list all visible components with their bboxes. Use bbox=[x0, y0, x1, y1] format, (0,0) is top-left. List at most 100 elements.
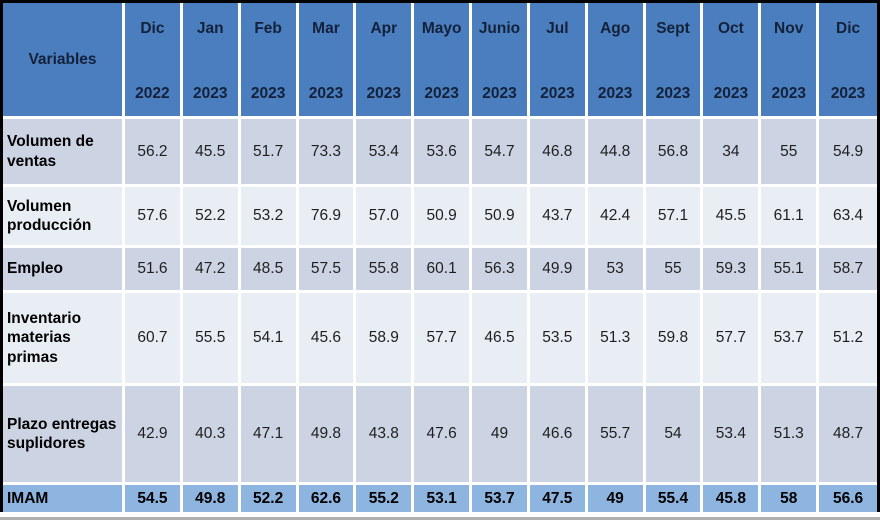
month-label: Mayo bbox=[421, 20, 462, 37]
value-cell: 40.3 bbox=[182, 386, 241, 485]
value-cell: 54.7 bbox=[472, 119, 530, 187]
value-cell: 49 bbox=[587, 485, 646, 512]
value-cell: 56.8 bbox=[645, 119, 704, 187]
value-cell: 54.1 bbox=[240, 293, 299, 386]
value-cell: 53.7 bbox=[472, 485, 530, 512]
year-label: 2023 bbox=[250, 85, 286, 102]
value-cell: 53.7 bbox=[761, 293, 820, 386]
value-cell: 50.9 bbox=[472, 187, 530, 248]
month-label: Jan bbox=[196, 20, 224, 37]
month-label: Feb bbox=[254, 20, 282, 37]
value-cell: 55.8 bbox=[356, 248, 415, 293]
value-cell: 42.4 bbox=[587, 187, 646, 248]
year-label: 2022 bbox=[135, 85, 170, 102]
value-cell: 51.3 bbox=[761, 386, 820, 485]
month-label: Nov bbox=[774, 20, 804, 37]
year-label: 2023 bbox=[482, 85, 517, 102]
value-cell: 59.8 bbox=[645, 293, 704, 386]
month-label: Sept bbox=[656, 20, 690, 37]
value-cell: 51.6 bbox=[125, 248, 183, 293]
value-cell: 50.9 bbox=[414, 187, 473, 248]
month-label: Oct bbox=[717, 20, 744, 37]
value-cell: 42.9 bbox=[125, 386, 183, 485]
value-cell: 57.0 bbox=[356, 187, 415, 248]
header-month-9: Sept 2023 bbox=[645, 3, 704, 119]
table-body: Volumen de ventas 56.2 45.5 51.7 73.3 53.4 53.… bbox=[3, 119, 877, 512]
value-cell: 55.5 bbox=[182, 293, 241, 386]
month-label: Mar bbox=[312, 20, 340, 37]
value-cell: 60.7 bbox=[125, 293, 183, 386]
value-cell: 47.2 bbox=[182, 248, 241, 293]
month-label: Apr bbox=[370, 20, 398, 37]
value-cell: 58 bbox=[761, 485, 820, 512]
value-cell: 57.6 bbox=[125, 187, 183, 248]
value-cell: 48.7 bbox=[819, 386, 877, 485]
header-month-4: Apr 2023 bbox=[356, 3, 415, 119]
header-month-6: Junio 2023 bbox=[472, 3, 530, 119]
value-cell: 55.7 bbox=[587, 386, 646, 485]
value-cell: 45.8 bbox=[703, 485, 762, 512]
value-cell: 60.1 bbox=[414, 248, 473, 293]
table-row: Empleo 51.6 47.2 48.5 57.5 55.8 60.1 56.3 49.9 53… bbox=[3, 248, 877, 293]
header-month-2: Feb 2023 bbox=[240, 3, 299, 119]
value-cell: 49.9 bbox=[529, 248, 588, 293]
value-cell: 49.8 bbox=[182, 485, 241, 512]
header-month-8: Ago 2023 bbox=[587, 3, 646, 119]
value-cell: 53.2 bbox=[240, 187, 299, 248]
value-cell: 58.9 bbox=[356, 293, 415, 386]
value-cell: 46.6 bbox=[529, 386, 588, 485]
value-cell: 49.8 bbox=[298, 386, 357, 485]
year-label: 2023 bbox=[540, 85, 575, 102]
value-cell: 43.8 bbox=[356, 386, 415, 485]
header-month-7: Jul 2023 bbox=[529, 3, 588, 119]
value-cell: 59.3 bbox=[703, 248, 762, 293]
value-cell: 53.5 bbox=[529, 293, 588, 386]
imam-table: Variables Dic 2022 Jan 2023 Feb 2023 Mar 2023 Apr… bbox=[3, 3, 877, 512]
header-month-5: Mayo 2023 bbox=[414, 3, 473, 119]
value-cell: 76.9 bbox=[298, 187, 357, 248]
value-cell: 34 bbox=[703, 119, 762, 187]
row-label: Inventario materias primas bbox=[3, 293, 125, 386]
value-cell: 44.8 bbox=[587, 119, 646, 187]
month-label: Ago bbox=[600, 20, 631, 37]
year-label: 2023 bbox=[830, 85, 866, 102]
row-label: Plazo entregas suplidores bbox=[3, 386, 125, 485]
header-month-3: Mar 2023 bbox=[298, 3, 357, 119]
value-cell: 56.3 bbox=[472, 248, 530, 293]
value-cell: 51.7 bbox=[240, 119, 299, 187]
year-label: 2023 bbox=[308, 85, 344, 102]
value-cell: 55 bbox=[645, 248, 704, 293]
year-label: 2023 bbox=[424, 85, 459, 102]
row-label: Empleo bbox=[3, 248, 125, 293]
month-label: Dic bbox=[836, 20, 861, 37]
value-cell: 46.5 bbox=[472, 293, 530, 386]
table-frame: Variables Dic 2022 Jan 2023 Feb 2023 Mar 2023 Apr… bbox=[0, 0, 880, 512]
header-month-10: Oct 2023 bbox=[703, 3, 762, 119]
header-variables: Variables bbox=[3, 3, 125, 119]
value-cell: 51.3 bbox=[587, 293, 646, 386]
table-bottom-border bbox=[0, 517, 880, 520]
value-cell: 55.4 bbox=[645, 485, 704, 512]
header-row: Variables Dic 2022 Jan 2023 Feb 2023 Mar 2023 Apr… bbox=[3, 3, 877, 119]
year-label: 2023 bbox=[655, 85, 691, 102]
table-row: Volumen de ventas 56.2 45.5 51.7 73.3 53.4 53.… bbox=[3, 119, 877, 187]
value-cell: 47.6 bbox=[414, 386, 473, 485]
value-cell: 47.5 bbox=[529, 485, 588, 512]
value-cell: 53.1 bbox=[414, 485, 473, 512]
value-cell: 57.1 bbox=[645, 187, 704, 248]
value-cell: 52.2 bbox=[182, 187, 241, 248]
value-cell: 54 bbox=[645, 386, 704, 485]
row-label: IMAM bbox=[3, 485, 125, 512]
value-cell: 53.6 bbox=[414, 119, 473, 187]
value-cell: 49 bbox=[472, 386, 530, 485]
table-row: Plazo entregas suplidores 42.9 40.3 47.1 49.… bbox=[3, 386, 877, 485]
header-month-12: Dic 2023 bbox=[819, 3, 877, 119]
value-cell: 62.6 bbox=[298, 485, 357, 512]
value-cell: 63.4 bbox=[819, 187, 877, 248]
value-cell: 53.4 bbox=[356, 119, 415, 187]
value-cell: 47.1 bbox=[240, 386, 299, 485]
year-label: 2023 bbox=[771, 85, 806, 102]
value-cell: 57.7 bbox=[414, 293, 473, 386]
value-cell: 61.1 bbox=[761, 187, 820, 248]
value-cell: 57.5 bbox=[298, 248, 357, 293]
